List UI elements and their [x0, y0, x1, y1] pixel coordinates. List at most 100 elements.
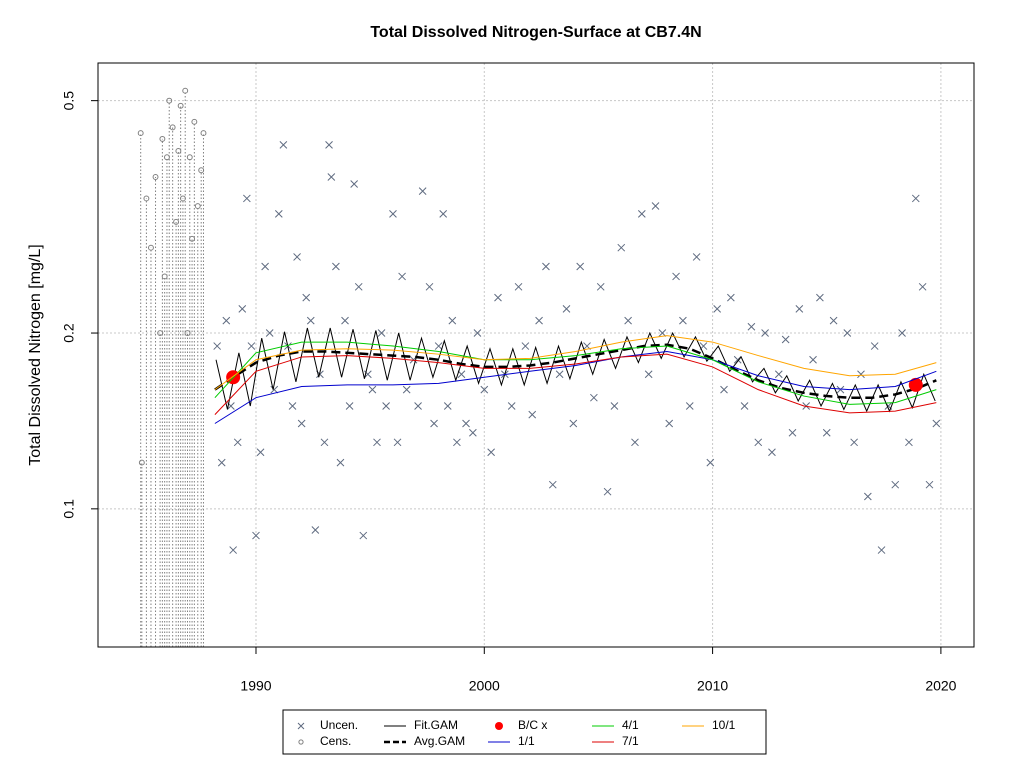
- data-point: [816, 293, 824, 302]
- data-point: [555, 370, 564, 379]
- data-point: [473, 329, 482, 337]
- data-point: [238, 305, 247, 313]
- data-point: [727, 293, 735, 302]
- legend-label: Fit.GAM: [414, 718, 458, 732]
- x-tick-label: 2020: [925, 678, 956, 694]
- data-point: [548, 480, 557, 489]
- data-point: [148, 244, 154, 251]
- data-point: [398, 272, 406, 281]
- data-point: [345, 402, 354, 410]
- legend-label: Cens.: [320, 734, 351, 748]
- data-point: [265, 329, 274, 337]
- data-point: [414, 402, 422, 410]
- data-point: [166, 97, 173, 104]
- data-point: [243, 194, 251, 203]
- data-point: [402, 385, 411, 394]
- data-point: [159, 135, 166, 142]
- data-point: [706, 458, 715, 467]
- data-point: [918, 282, 927, 291]
- data-point: [189, 235, 196, 242]
- data-point: [377, 329, 386, 337]
- data-point: [306, 316, 315, 325]
- data-point: [891, 480, 900, 489]
- data-point: [836, 385, 845, 394]
- data-point: [562, 305, 571, 313]
- data-point: [631, 438, 639, 447]
- legend-symbol: [297, 722, 305, 730]
- data-point: [222, 316, 231, 325]
- data-point: [788, 428, 797, 437]
- legend-label: Avg.GAM: [414, 734, 465, 748]
- data-point: [373, 438, 381, 447]
- data-point: [542, 262, 550, 271]
- data-point: [733, 355, 742, 364]
- data-point: [462, 419, 470, 428]
- data-point: [175, 148, 182, 154]
- x-tick-label: 2000: [469, 678, 500, 694]
- data-point: [507, 402, 516, 410]
- data-point: [850, 438, 858, 447]
- legend-label: 1/1: [518, 734, 535, 748]
- data-point: [279, 141, 288, 149]
- data-point: [754, 438, 763, 447]
- line-3: [214, 343, 937, 399]
- data-point: [596, 282, 605, 291]
- data-point: [795, 305, 804, 313]
- data-point: [434, 342, 443, 350]
- y-tick-label: 0.1: [61, 499, 77, 519]
- data-point: [302, 293, 311, 302]
- data-point: [863, 492, 872, 501]
- y-tick-label: 0.2: [61, 323, 77, 343]
- data-point: [152, 174, 159, 180]
- data-point: [297, 419, 306, 428]
- data-point: [311, 526, 320, 534]
- legend-label: B/C x: [518, 718, 547, 732]
- x-tick-label: 2010: [697, 678, 728, 694]
- data-point: [679, 316, 687, 325]
- data-point: [288, 402, 297, 410]
- legend-symbol: [298, 739, 304, 745]
- data-point: [418, 187, 427, 195]
- y-tick-label: 0.5: [61, 91, 77, 111]
- data-point: [457, 370, 466, 379]
- data-point: [692, 253, 701, 261]
- data-point: [774, 370, 783, 379]
- legend-label: 7/1: [622, 734, 639, 748]
- data-point: [364, 370, 372, 379]
- data-point: [658, 329, 667, 337]
- data-point: [528, 410, 537, 419]
- line-7: [214, 353, 937, 415]
- data-point: [336, 458, 345, 467]
- data-point: [843, 329, 852, 337]
- data-point: [143, 195, 150, 202]
- data-point: [822, 428, 831, 437]
- data-point: [169, 124, 176, 131]
- data-point: [382, 402, 390, 410]
- data-point: [480, 385, 489, 394]
- data-point: [720, 385, 728, 394]
- data-point: [590, 393, 598, 402]
- data-point: [453, 438, 461, 447]
- data-point: [870, 342, 879, 350]
- data-point: [256, 448, 265, 457]
- data-point: [157, 330, 164, 336]
- data-point: [247, 342, 256, 350]
- line-2: [215, 327, 936, 413]
- data-point: [252, 531, 260, 540]
- data-point: [932, 419, 941, 428]
- data-point: [535, 316, 543, 325]
- data-point: [439, 209, 448, 218]
- data-point: [494, 293, 502, 302]
- data-point: [327, 173, 336, 181]
- data-point: [829, 316, 838, 325]
- data-point: [233, 438, 242, 447]
- data-point: [270, 385, 279, 394]
- data-point: [177, 102, 184, 109]
- data-point: [293, 253, 301, 261]
- data-point: [857, 370, 865, 379]
- data-point: [368, 385, 377, 394]
- data-point: [137, 130, 144, 137]
- data-point: [332, 262, 340, 271]
- data-point: [389, 209, 397, 218]
